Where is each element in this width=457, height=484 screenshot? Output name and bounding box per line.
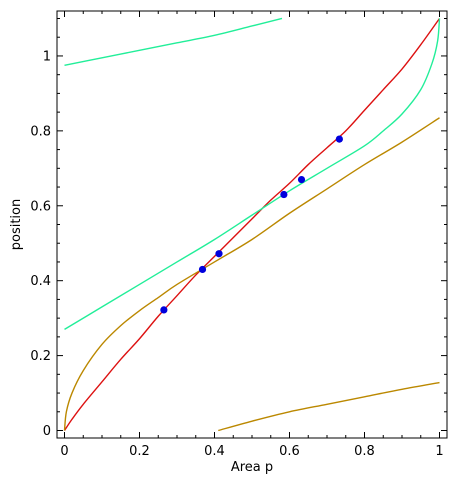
x-tick-label: 1: [435, 444, 443, 459]
data-point: [160, 306, 168, 314]
ticks-layer: 0 0.2 0.4 0.6 0.8 1 0 0.2 0.4 0.6 0.8 1: [30, 11, 447, 459]
plot-frame: [56, 10, 448, 439]
data-point: [280, 190, 288, 199]
y-tick-label: 0.8: [30, 124, 51, 139]
y-axis-label: position: [9, 199, 24, 251]
x-axis-label: Area p: [231, 460, 273, 475]
x-tick-label: 0: [60, 444, 68, 459]
y-tick-label: 0: [43, 424, 51, 439]
y-tick-label: 0.4: [30, 274, 51, 289]
data-point: [215, 250, 223, 258]
series-line-5: [218, 381, 440, 432]
data-point: [198, 265, 207, 274]
series-line-4: [63, 117, 440, 431]
series-line-3: [64, 17, 283, 66]
x-tick-label: 0.8: [354, 444, 375, 459]
y-tick-label: 0.6: [30, 199, 51, 214]
series-layer: [63, 17, 441, 432]
series-line-1: [63, 18, 441, 431]
x-tick-label: 0.6: [279, 444, 300, 459]
points-layer: [160, 135, 343, 314]
y-tick-label: 0.2: [30, 349, 51, 364]
series-line-2: [64, 18, 441, 330]
data-point: [335, 135, 343, 143]
data-point: [297, 175, 306, 184]
x-tick-label: 0.2: [129, 444, 150, 459]
y-tick-label: 1: [43, 49, 51, 64]
x-tick-label: 0.4: [204, 444, 225, 459]
